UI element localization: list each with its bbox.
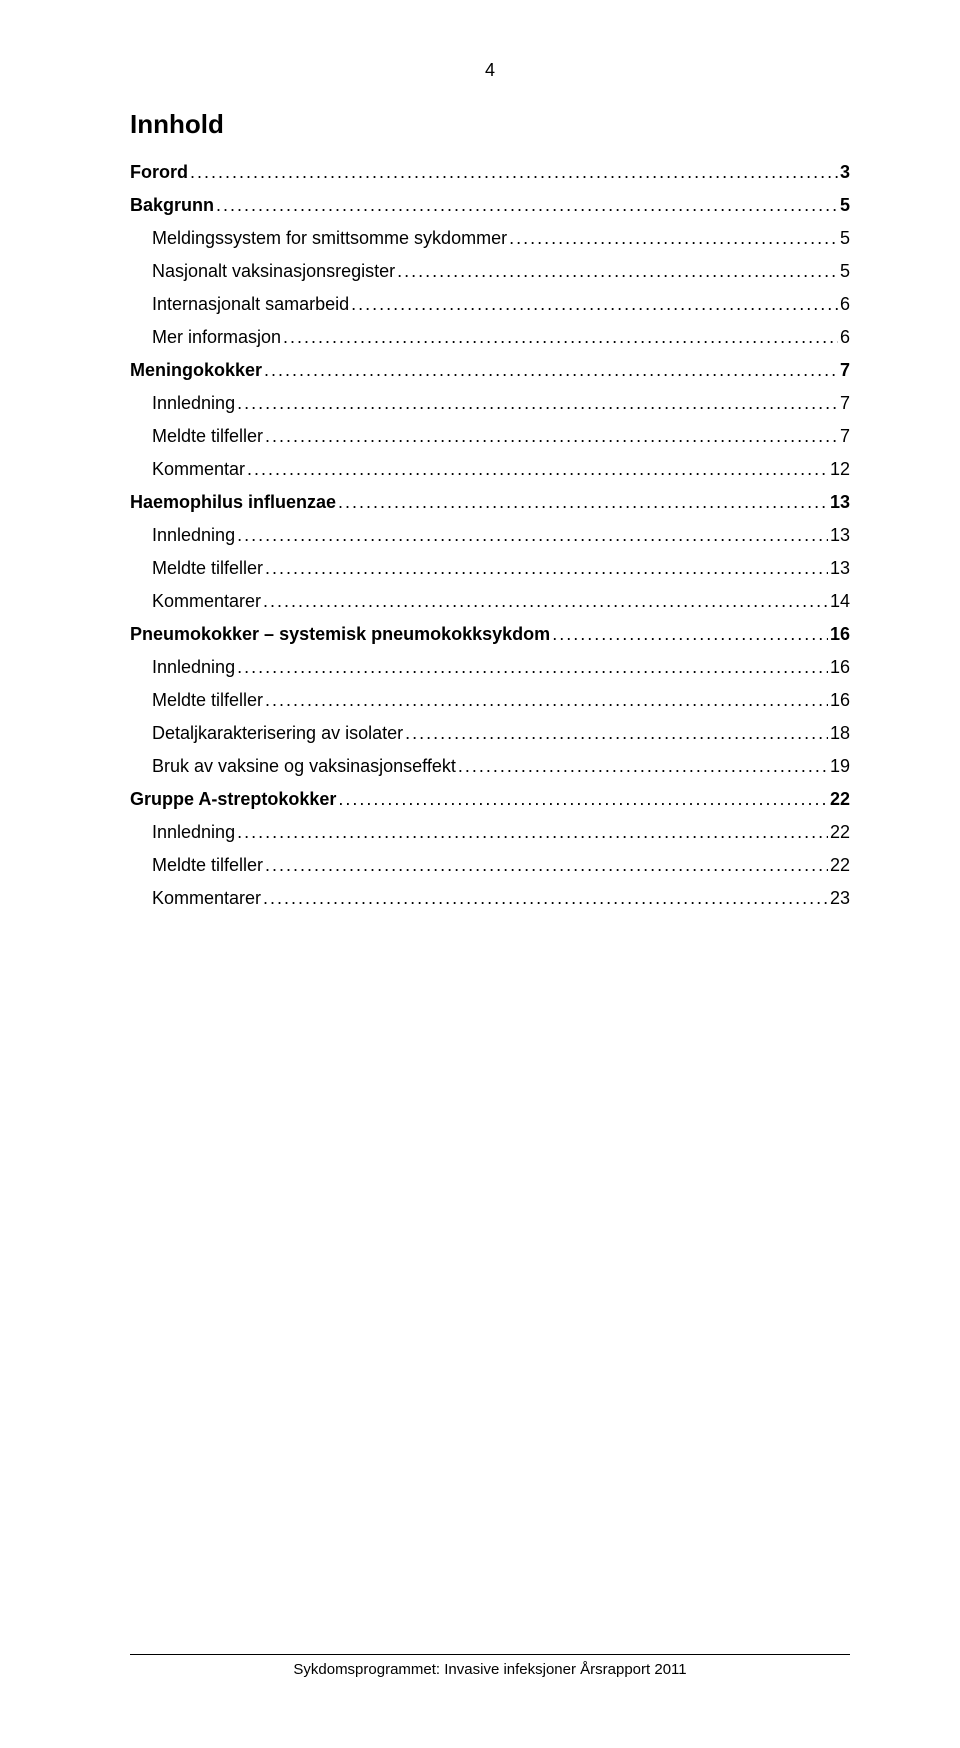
toc-dot-leader <box>552 624 828 645</box>
toc-dot-leader <box>263 591 828 612</box>
toc-entry: Forord 3 <box>130 162 850 183</box>
toc-entry: Mer informasjon 6 <box>130 327 850 348</box>
toc-dot-leader <box>216 195 838 216</box>
toc-entry-page: 19 <box>830 756 850 777</box>
document-page: 4 Innhold Forord 3Bakgrunn 5Meldingssyst… <box>0 0 960 961</box>
toc-entry-label: Detaljkarakterisering av isolater <box>152 723 403 744</box>
toc-entry: Meldte tilfeller 16 <box>130 690 850 711</box>
toc-entry: Innledning 22 <box>130 822 850 843</box>
toc-entry: Haemophilus influenzae 13 <box>130 492 850 513</box>
toc-entry-page: 7 <box>840 393 850 414</box>
toc-entry-page: 13 <box>830 525 850 546</box>
toc-entry: Meningokokker 7 <box>130 360 850 381</box>
toc-entry: Internasjonalt samarbeid 6 <box>130 294 850 315</box>
toc-entry-page: 18 <box>830 723 850 744</box>
toc-entry-label: Meldte tilfeller <box>152 690 263 711</box>
toc-entry: Kommentarer 23 <box>130 888 850 909</box>
toc-entry-label: Meldte tilfeller <box>152 558 263 579</box>
toc-entry-label: Innledning <box>152 822 235 843</box>
toc-entry-page: 23 <box>830 888 850 909</box>
toc-entry: Pneumokokker – systemisk pneumokokksykdo… <box>130 624 850 645</box>
toc-dot-leader <box>283 327 838 348</box>
toc-entry-page: 13 <box>830 492 850 513</box>
footer-text: Sykdomsprogrammet: Invasive infeksjoner … <box>130 1661 850 1678</box>
toc-dot-leader <box>237 393 838 414</box>
toc-entry-label: Internasjonalt samarbeid <box>152 294 349 315</box>
toc-entry-page: 22 <box>830 789 850 810</box>
toc-entry-page: 14 <box>830 591 850 612</box>
toc-entry: Meldingssystem for smittsomme sykdommer … <box>130 228 850 249</box>
toc-entry: Gruppe A-streptokokker 22 <box>130 789 850 810</box>
toc-dot-leader <box>338 789 828 810</box>
toc-dot-leader <box>338 492 828 513</box>
toc-entry-page: 5 <box>840 228 850 249</box>
toc-dot-leader <box>264 360 838 381</box>
toc-dot-leader <box>247 459 828 480</box>
toc-entry: Meldte tilfeller 13 <box>130 558 850 579</box>
toc-dot-leader <box>351 294 838 315</box>
toc-dot-leader <box>265 558 828 579</box>
toc-entry-label: Forord <box>130 162 188 183</box>
toc-entry-page: 16 <box>830 690 850 711</box>
toc-entry: Innledning 7 <box>130 393 850 414</box>
toc-entry-label: Nasjonalt vaksinasjonsregister <box>152 261 395 282</box>
toc-dot-leader <box>397 261 838 282</box>
toc-entry-page: 5 <box>840 195 850 216</box>
toc-entry: Bakgrunn 5 <box>130 195 850 216</box>
toc-entry-label: Kommentarer <box>152 888 261 909</box>
toc-entry-label: Meldingssystem for smittsomme sykdommer <box>152 228 507 249</box>
toc-entry: Meldte tilfeller 7 <box>130 426 850 447</box>
page-footer: Sykdomsprogrammet: Invasive infeksjoner … <box>130 1654 850 1678</box>
toc-entry-page: 7 <box>840 426 850 447</box>
toc-dot-leader <box>458 756 828 777</box>
toc-entry-page: 7 <box>840 360 850 381</box>
toc-entry-label: Kommentarer <box>152 591 261 612</box>
toc-entry: Detaljkarakterisering av isolater 18 <box>130 723 850 744</box>
toc-dot-leader <box>405 723 828 744</box>
toc-dot-leader <box>237 525 828 546</box>
toc-entry-label: Innledning <box>152 525 235 546</box>
toc-entry-page: 6 <box>840 294 850 315</box>
toc-entry-label: Meldte tilfeller <box>152 426 263 447</box>
toc-entry-label: Meningokokker <box>130 360 262 381</box>
toc-entry-page: 13 <box>830 558 850 579</box>
toc-title: Innhold <box>130 109 850 140</box>
toc-dot-leader <box>265 426 838 447</box>
toc-entry-label: Innledning <box>152 393 235 414</box>
toc-entry: Innledning 16 <box>130 657 850 678</box>
page-number: 4 <box>130 60 850 81</box>
toc-entry: Innledning 13 <box>130 525 850 546</box>
toc-entry-page: 22 <box>830 822 850 843</box>
toc-entry-label: Pneumokokker – systemisk pneumokokksykdo… <box>130 624 550 645</box>
toc-entry-label: Kommentar <box>152 459 245 480</box>
toc-entry-label: Mer informasjon <box>152 327 281 348</box>
toc-entry-label: Bruk av vaksine og vaksinasjonseffekt <box>152 756 456 777</box>
toc-dot-leader <box>263 888 828 909</box>
toc-dot-leader <box>237 822 828 843</box>
toc-entry-label: Bakgrunn <box>130 195 214 216</box>
toc-entry-label: Gruppe A-streptokokker <box>130 789 336 810</box>
toc-dot-leader <box>265 690 828 711</box>
toc-entry-page: 16 <box>830 624 850 645</box>
toc-entry-page: 6 <box>840 327 850 348</box>
toc-dot-leader <box>265 855 828 876</box>
toc-entry-label: Haemophilus influenzae <box>130 492 336 513</box>
toc-dot-leader <box>190 162 838 183</box>
toc-container: Forord 3Bakgrunn 5Meldingssystem for smi… <box>130 162 850 909</box>
toc-entry: Bruk av vaksine og vaksinasjonseffekt 19 <box>130 756 850 777</box>
toc-entry-page: 16 <box>830 657 850 678</box>
toc-entry: Meldte tilfeller 22 <box>130 855 850 876</box>
toc-entry: Kommentar 12 <box>130 459 850 480</box>
toc-entry: Nasjonalt vaksinasjonsregister 5 <box>130 261 850 282</box>
toc-entry-label: Innledning <box>152 657 235 678</box>
toc-entry-page: 5 <box>840 261 850 282</box>
toc-entry-label: Meldte tilfeller <box>152 855 263 876</box>
toc-entry: Kommentarer 14 <box>130 591 850 612</box>
toc-dot-leader <box>509 228 838 249</box>
toc-entry-page: 22 <box>830 855 850 876</box>
toc-dot-leader <box>237 657 828 678</box>
toc-entry-page: 3 <box>840 162 850 183</box>
toc-entry-page: 12 <box>830 459 850 480</box>
